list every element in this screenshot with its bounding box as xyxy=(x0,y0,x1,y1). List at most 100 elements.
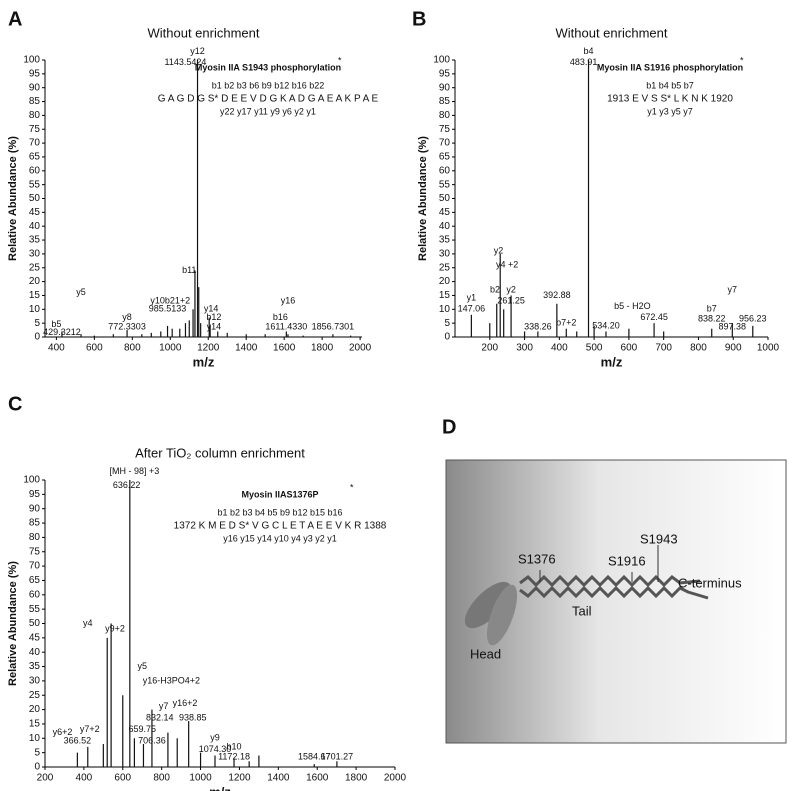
peak-annotation: b5 - H2O xyxy=(614,301,651,311)
inset-sequence: 1913 E V S S* L K N K 1920 xyxy=(607,94,733,105)
x-tick-label: 800 xyxy=(690,343,707,354)
peak-annotation: b7+2 xyxy=(556,318,576,328)
peak-annotation: y5 xyxy=(76,287,86,297)
x-tick-label: 600 xyxy=(114,773,131,784)
y-tick-label: 55 xyxy=(29,179,41,190)
peak-annotation: b11 xyxy=(182,265,196,275)
y-tick-label: 55 xyxy=(439,179,451,190)
y-tick-label: 90 xyxy=(29,503,41,514)
peak-annotation: 429.3212 xyxy=(43,327,81,337)
y-tick-label: 35 xyxy=(439,235,451,246)
x-tick-label: 500 xyxy=(586,343,603,354)
peak-annotation: y4 +2 xyxy=(496,259,518,269)
y-axis-label: Relative Abundance (%) xyxy=(7,136,19,261)
y-tick-label: 95 xyxy=(29,489,41,500)
x-tick-label: 400 xyxy=(48,343,65,354)
panel-letter: C xyxy=(8,393,22,415)
y-tick-label: 20 xyxy=(439,276,451,287)
peak-annotation: y14 xyxy=(204,304,219,314)
peak-annotation: 1143.5424 xyxy=(165,57,207,67)
peak-annotation: y12 xyxy=(190,46,205,56)
peak-annotation: 838.22 xyxy=(698,313,726,323)
peak-annotation: 392.88 xyxy=(543,290,571,300)
chart-title: After TiO₂ column enrichment xyxy=(135,445,305,460)
y-tick-label: 45 xyxy=(29,207,41,218)
x-tick-label: 1000 xyxy=(189,773,212,784)
y-tick-label: 60 xyxy=(439,165,451,176)
y-tick-label: 100 xyxy=(23,55,40,66)
peak-annotation: y6+2 xyxy=(53,727,73,737)
y-axis-label: Relative Abundance (%) xyxy=(7,561,19,686)
y-tick-label: 10 xyxy=(29,733,41,744)
inset-title: Myosin IIAS1376P xyxy=(241,489,318,499)
y-tick-label: 70 xyxy=(29,138,41,149)
peak-annotation: y10b21+2 xyxy=(150,295,190,305)
y-tick-label: 100 xyxy=(433,55,450,66)
inset-y-ions: y1 y3 y5 y7 xyxy=(647,106,693,116)
y-tick-label: 40 xyxy=(29,647,41,658)
y-tick-label: 55 xyxy=(29,604,41,615)
y-tick-label: 5 xyxy=(34,318,40,329)
peak-annotation: y16 xyxy=(281,295,296,305)
x-tick-label: 800 xyxy=(124,343,141,354)
y-tick-label: 25 xyxy=(29,262,41,273)
peak-annotation: 366.52 xyxy=(64,736,92,746)
x-tick-label: 1000 xyxy=(159,343,182,354)
y-tick-label: 75 xyxy=(439,124,451,135)
peak-annotation: y1 xyxy=(467,293,477,303)
x-tick-label: 1800 xyxy=(345,773,368,784)
y-tick-label: 70 xyxy=(439,138,451,149)
y-tick-label: 45 xyxy=(439,207,451,218)
y-tick-label: 50 xyxy=(29,618,41,629)
peak-annotation: 147.06 xyxy=(458,304,486,314)
peak-annotation: y7 xyxy=(728,284,738,294)
peak-annotation: 1074.30 xyxy=(199,744,232,754)
y-tick-label: 70 xyxy=(29,561,41,572)
y-tick-label: 90 xyxy=(29,82,41,93)
x-tick-label: 600 xyxy=(621,343,638,354)
inset-title: Myosin IIA S1943 phosphorylation xyxy=(195,62,341,72)
y-tick-label: 15 xyxy=(29,290,41,301)
inset-star: * xyxy=(740,55,744,65)
y-tick-label: 25 xyxy=(29,690,41,701)
peak-annotation: b5 xyxy=(51,319,61,329)
y-tick-label: 35 xyxy=(29,235,41,246)
y-tick-label: 15 xyxy=(29,719,41,730)
y-tick-label: 35 xyxy=(29,661,41,672)
y-axis-label: Relative Abundance (%) xyxy=(417,136,429,261)
peak-annotation: 1611.4330 xyxy=(265,322,307,332)
peak-annotation: y9 xyxy=(210,733,220,743)
x-tick-label: 1600 xyxy=(306,773,329,784)
x-tick-label: 1200 xyxy=(197,343,220,354)
peak-annotation: b4 xyxy=(584,46,594,56)
peak-annotation: 1584.67 xyxy=(298,751,331,761)
y-tick-label: 80 xyxy=(29,532,41,543)
peak-annotation: 672.45 xyxy=(640,312,668,322)
y-tick-label: 40 xyxy=(29,221,41,232)
panel-d: D S1376 S1916 S1943 C-terminus Tail Head xyxy=(442,416,787,744)
x-tick-label: 1800 xyxy=(311,343,334,354)
y-tick-label: 40 xyxy=(439,221,451,232)
peak-annotation: 636.22 xyxy=(113,480,141,490)
y-tick-label: 45 xyxy=(29,632,41,643)
peak-annotation: y2 xyxy=(494,246,504,256)
y-tick-label: 20 xyxy=(29,704,41,715)
y-tick-label: 80 xyxy=(29,110,41,121)
x-axis-label: m/z xyxy=(209,784,231,791)
peak-annotation: y4 xyxy=(83,618,93,628)
y-tick-label: 65 xyxy=(29,152,41,163)
tail xyxy=(519,574,701,588)
x-tick-label: 600 xyxy=(86,343,103,354)
panel-letter: D xyxy=(442,416,456,438)
peak-annotation: b16 xyxy=(273,312,288,322)
y-tick-label: 95 xyxy=(439,68,451,79)
peak-annotation: 706.36 xyxy=(138,736,166,746)
x-tick-label: 400 xyxy=(551,343,568,354)
peak-annotation: 338.26 xyxy=(524,322,552,332)
peak-annotation: 985.5133 xyxy=(149,304,187,314)
peak-annotation: 956.23 xyxy=(739,313,767,323)
x-axis-label: m/z xyxy=(193,354,215,369)
y-tick-label: 0 xyxy=(34,762,40,773)
y-tick-label: 10 xyxy=(29,304,41,315)
